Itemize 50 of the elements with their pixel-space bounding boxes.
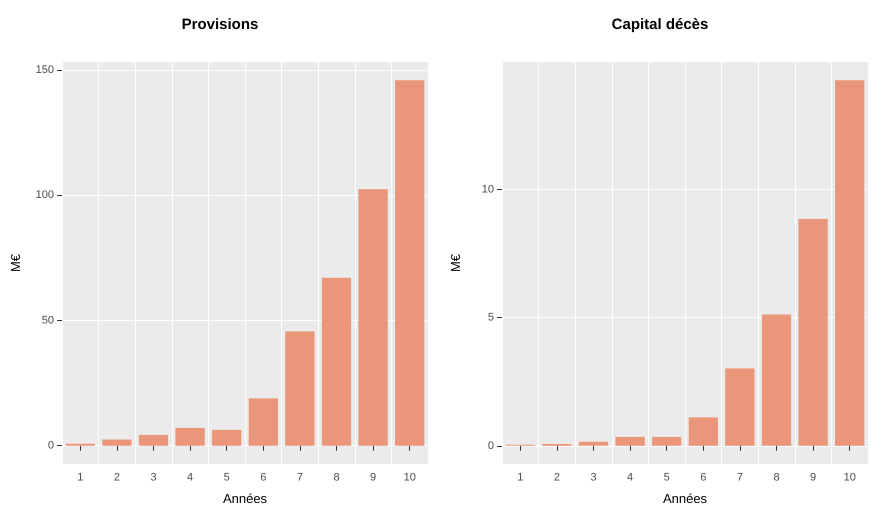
x-tick-label: 2 (114, 472, 120, 484)
y-tick-label: 100 (36, 189, 54, 202)
bar (138, 434, 168, 446)
x-tick-label: 10 (844, 472, 856, 484)
chart-title: Capital décès (612, 16, 708, 33)
bar (835, 80, 864, 446)
x-tick-label: 1 (77, 472, 84, 484)
bar (395, 80, 424, 446)
x-tick-label: 6 (260, 472, 266, 484)
y-tick-label: 0 (48, 440, 54, 452)
bar (358, 189, 388, 446)
y-tick-label: 5 (488, 312, 494, 324)
x-tick-label: 8 (333, 472, 340, 484)
y-tick-label: 0 (488, 440, 494, 452)
bar (212, 430, 242, 446)
y-axis-title: M€ (8, 253, 23, 272)
y-tick-label: 50 (42, 314, 54, 326)
x-tick-label: 10 (404, 472, 416, 484)
y-axis-title: M€ (448, 253, 463, 272)
x-tick-label: 6 (700, 472, 706, 484)
x-axis-title: Années (662, 491, 708, 506)
bar (762, 314, 792, 446)
x-tick-label: 4 (187, 472, 194, 484)
bar (322, 278, 352, 446)
bar (615, 436, 645, 446)
x-tick-label: 1 (517, 472, 524, 484)
bar (688, 417, 718, 446)
x-tick-label: 3 (590, 472, 597, 484)
bar (248, 398, 278, 446)
y-tick-label: 10 (482, 183, 494, 196)
x-tick-label: 9 (370, 472, 376, 484)
x-tick-label: 5 (224, 472, 230, 484)
bar (285, 331, 315, 446)
bar (652, 436, 682, 446)
x-tick-label: 3 (150, 472, 157, 484)
x-tick-label: 7 (296, 472, 303, 484)
x-axis-title: Années (222, 491, 268, 506)
x-tick-label: 5 (664, 472, 670, 484)
chart-title: Provisions (182, 16, 258, 33)
bar (725, 368, 755, 446)
bar (798, 218, 828, 446)
y-tick-label: 150 (36, 64, 54, 76)
x-tick-label: 7 (736, 472, 743, 484)
x-tick-label: 2 (554, 472, 560, 484)
x-tick-label: 4 (627, 472, 634, 484)
x-tick-label: 9 (810, 472, 816, 484)
x-tick-label: 8 (773, 472, 780, 484)
bar (102, 439, 132, 446)
bar (578, 442, 608, 446)
bar (175, 428, 205, 446)
